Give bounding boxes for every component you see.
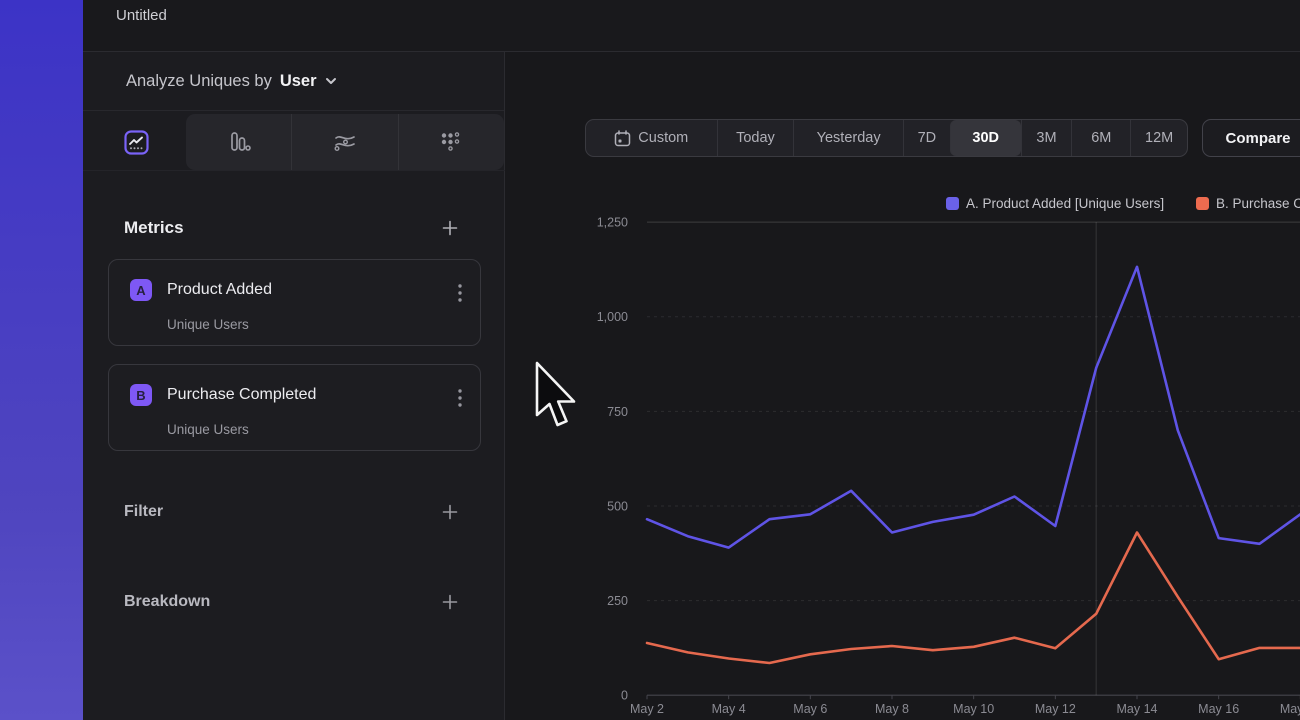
y-axis-label: 1,000 (597, 310, 628, 324)
report-title: Untitled (116, 7, 167, 24)
range-custom[interactable]: Custom (586, 120, 717, 156)
metric-badge-a: A (130, 279, 152, 301)
metric-card-b[interactable]: B Purchase Completed Unique Users (108, 364, 481, 451)
x-axis-label: May 10 (953, 702, 994, 716)
left-gradient-strip (0, 0, 83, 720)
add-breakdown-button[interactable] (440, 592, 460, 612)
tab-retention[interactable] (397, 114, 504, 170)
flows-icon (332, 129, 358, 155)
filter-heading: Filter (124, 503, 164, 520)
range-3m[interactable]: 3M (1020, 120, 1072, 156)
y-axis-label: 500 (607, 499, 628, 513)
range-label: 7D (917, 130, 937, 146)
line-chart: 0 250 500 750 1,000 1,250 May 2 May 4 May 6 May 8… (597, 216, 1300, 716)
metric-title: Product Added (167, 281, 272, 298)
x-axis-label: May 6 (793, 702, 827, 716)
x-axis-label: May 16 (1198, 702, 1239, 716)
series-line-a (645, 265, 1300, 549)
metric-card-a[interactable]: A Product Added Unique Users (108, 259, 481, 346)
range-7d[interactable]: 7D (902, 120, 950, 156)
x-axis-label: May 8 (875, 702, 909, 716)
compare-button[interactable]: Compare (1202, 119, 1300, 157)
metric-title: Purchase Completed (167, 386, 317, 403)
range-today[interactable]: Today (716, 120, 794, 156)
series-line-b (645, 531, 1300, 665)
range-label: 3M (1036, 130, 1057, 146)
tab-bar-chart[interactable] (186, 114, 291, 170)
line-chart-icon (123, 129, 149, 155)
plus-icon (442, 504, 458, 520)
analyze-user-dropdown[interactable]: User (279, 71, 317, 90)
kebab-menu-icon[interactable] (458, 284, 462, 302)
range-label: Today (736, 130, 775, 146)
bar-chart-icon (226, 129, 252, 155)
range-label: Custom (638, 130, 689, 146)
plus-icon (442, 594, 458, 610)
add-metric-button[interactable] (440, 218, 460, 238)
range-label: 12M (1145, 130, 1174, 146)
top-header (83, 0, 1300, 52)
retention-grid-icon (438, 129, 464, 155)
y-axis-label: 250 (607, 594, 628, 608)
range-label: Yesterday (816, 130, 881, 146)
tab-flows[interactable] (291, 114, 397, 170)
metric-subtitle[interactable]: Unique Users (167, 317, 249, 332)
legend-item-b[interactable]: B. Purchase C (1196, 196, 1300, 211)
legend-swatch-b (1196, 197, 1209, 210)
analyze-prefix-label: Analyze Uniques by (126, 71, 272, 90)
y-axis-label: 1,250 (597, 216, 628, 230)
calendar-icon (614, 129, 631, 147)
legend-label-a: A. Product Added [Unique Users] (966, 196, 1165, 211)
legend-label-b: B. Purchase C (1216, 196, 1300, 211)
y-axis-label: 750 (607, 405, 628, 419)
x-axis-label: May 12 (1035, 702, 1076, 716)
add-filter-button[interactable] (440, 502, 460, 522)
range-12m[interactable]: 12M (1130, 120, 1187, 156)
legend-item-a[interactable]: A. Product Added [Unique Users] (946, 196, 1164, 211)
date-range-selector: Custom Today Yesterday 7D 30D 3M 6M 12M (585, 119, 1188, 157)
x-axis-label: May 14 (1116, 702, 1157, 716)
metric-badge-b: B (130, 384, 152, 406)
legend-swatch-a (946, 197, 959, 210)
range-yesterday[interactable]: Yesterday (793, 120, 903, 156)
analyze-uniques-row: Analyze Uniques by User (83, 52, 504, 111)
view-tab-group (186, 114, 504, 170)
metrics-heading: Metrics (124, 218, 184, 237)
x-axis-label: May 2 (630, 702, 664, 716)
metric-subtitle[interactable]: Unique Users (167, 422, 249, 437)
kebab-menu-icon[interactable] (458, 389, 462, 407)
x-axis-label: May 18 (1280, 702, 1300, 716)
range-6m[interactable]: 6M (1071, 120, 1130, 156)
y-axis-label: 0 (621, 689, 628, 703)
tab-line-chart[interactable] (122, 128, 150, 156)
breakdown-heading: Breakdown (124, 593, 211, 610)
range-30d-selected[interactable]: 30D (949, 120, 1021, 156)
chevron-down-icon (325, 77, 337, 85)
range-label: 30D (972, 130, 999, 146)
tabbar-divider (83, 170, 505, 171)
x-axis-label: May 4 (712, 702, 746, 716)
range-label: 6M (1091, 130, 1112, 146)
plus-icon (442, 220, 458, 236)
